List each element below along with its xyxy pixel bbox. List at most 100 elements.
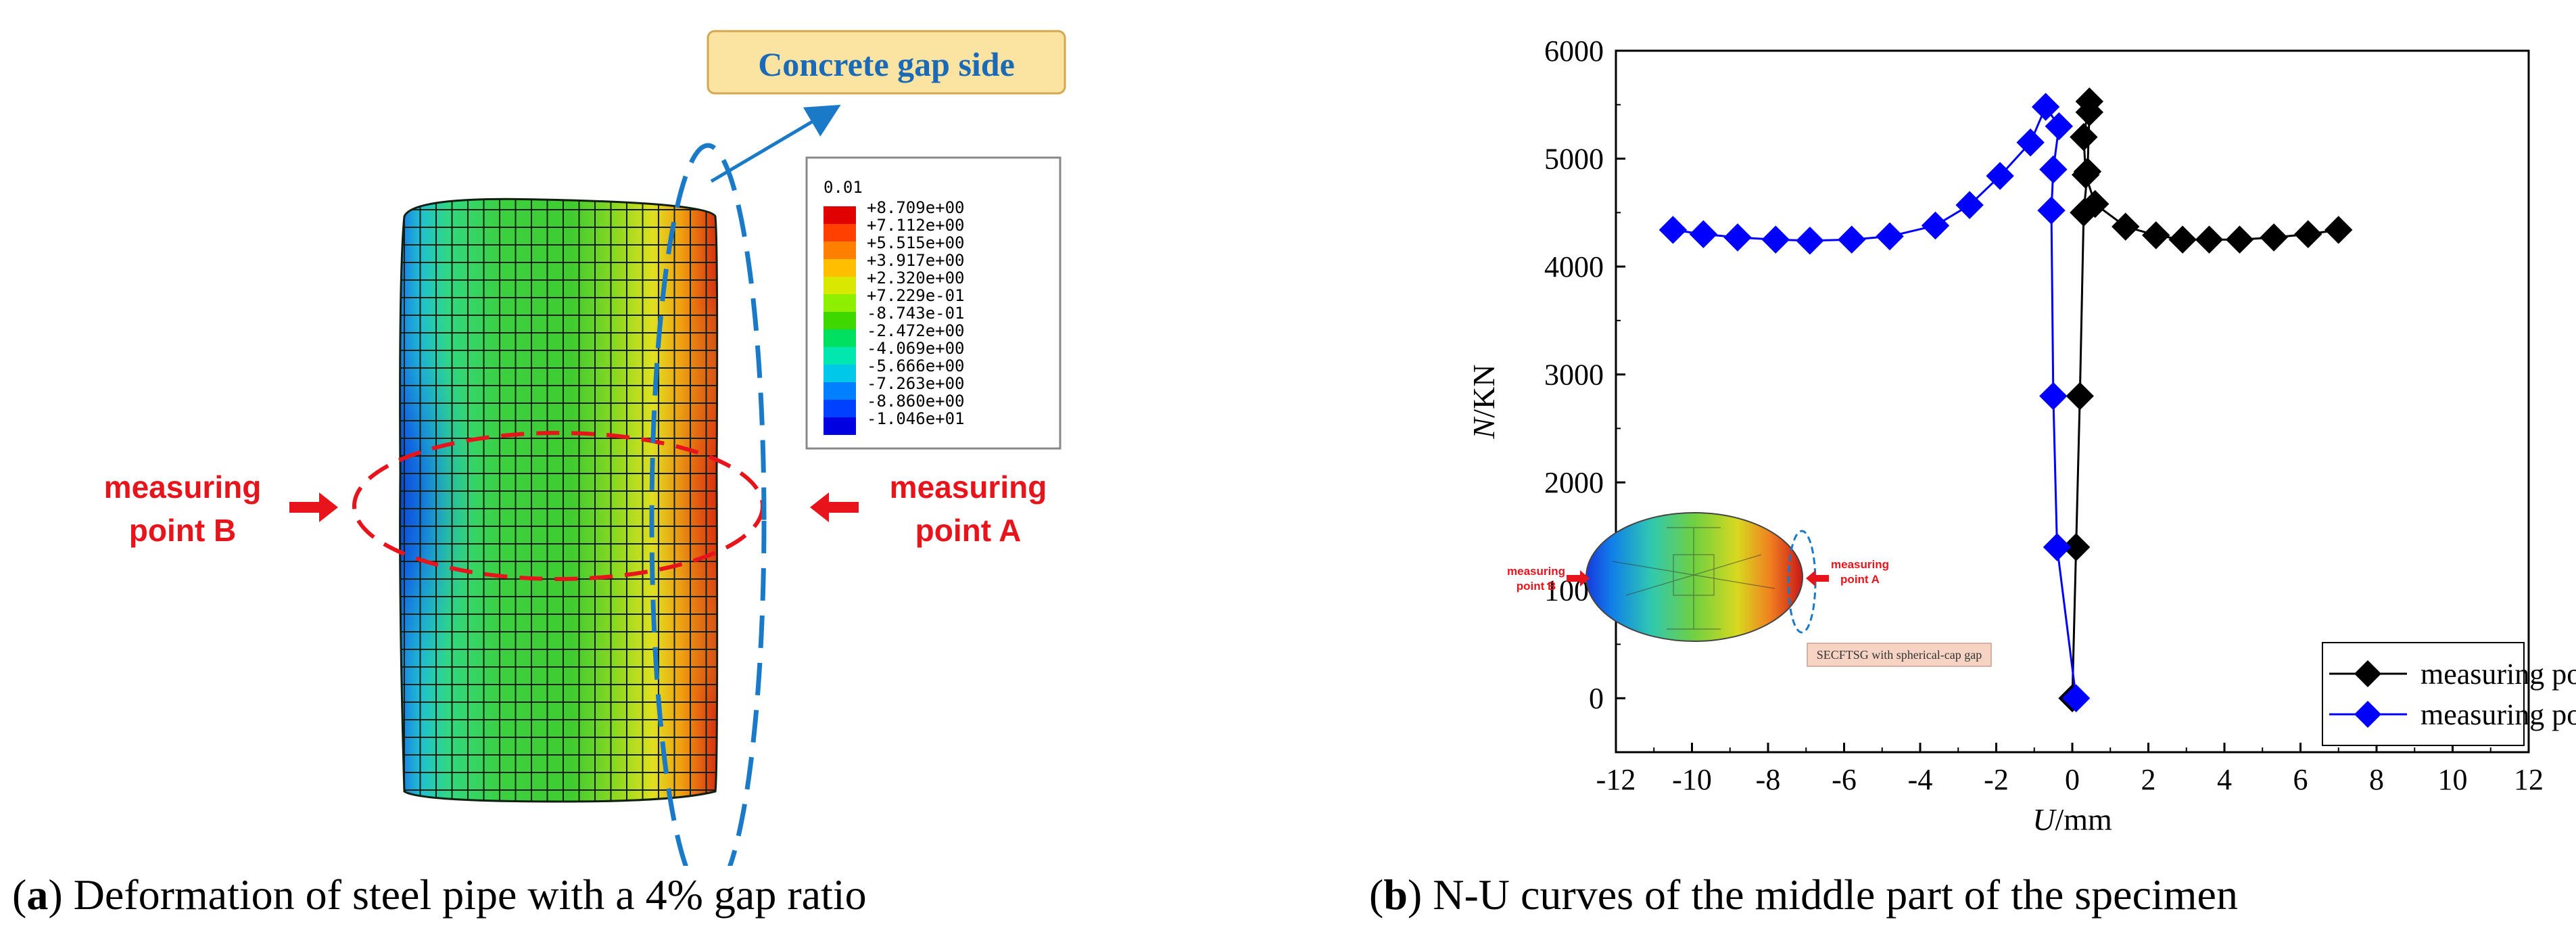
data-point <box>2061 533 2091 561</box>
y-tick-label: 0 <box>1589 682 1604 715</box>
inset-label-a-1: measuring <box>1831 558 1889 571</box>
data-point <box>2045 112 2074 141</box>
x-tick-label: 8 <box>2369 763 2384 796</box>
x-tick-label: -2 <box>1984 763 2009 796</box>
steel-pipe-cylinder <box>400 199 717 802</box>
data-point <box>2016 128 2045 157</box>
x-tick-label: 2 <box>2141 763 2156 796</box>
label-point-a-line1: measuring <box>890 469 1047 505</box>
caption-b-text: ) N-U curves of the middle part of the s… <box>1407 871 2238 919</box>
chart-legend: measuring point A measuring point B <box>2322 642 2576 746</box>
callout-label: Concrete gap side <box>758 45 1015 83</box>
x-tick-label: -12 <box>1596 763 1636 796</box>
legend-value: +7.112e+00 <box>867 216 965 235</box>
legend-swatch <box>824 259 856 277</box>
arrow-point-a <box>810 492 859 522</box>
x-tick-label: -8 <box>1756 763 1781 796</box>
y-tick-label: 2000 <box>1544 466 1604 499</box>
x-tick-label: 10 <box>2438 763 2468 796</box>
legend-swatch <box>824 417 856 435</box>
inset-label-b-2: point B <box>1517 580 1556 593</box>
legend-swatch <box>824 241 856 259</box>
callout-arrow <box>710 104 841 183</box>
legend-value: +2.320e+00 <box>867 269 965 287</box>
legend-marker <box>2354 701 2381 728</box>
x-axis-label: U/mm <box>2032 802 2112 837</box>
caption-a-letter: a <box>26 871 49 919</box>
data-point <box>2075 87 2104 116</box>
legend-swatch <box>824 312 856 329</box>
inset-cross-section <box>1585 512 1803 642</box>
legend-swatch <box>824 206 856 224</box>
data-point <box>2071 160 2100 189</box>
data-point <box>1659 216 1688 244</box>
arrow-point-b <box>289 492 338 522</box>
inset-label-b-1: measuring <box>1507 565 1565 578</box>
inset-caption: SECFTSG with spherical-cap gap <box>1817 648 1982 662</box>
inset-arrow-a <box>1806 570 1829 586</box>
legend-value: -2.472e+00 <box>867 321 965 340</box>
legend-value: +8.709e+00 <box>867 198 965 217</box>
data-point <box>2260 223 2288 252</box>
data-point <box>2070 122 2098 152</box>
y-tick-label: 3000 <box>1544 359 1604 392</box>
fea-contour-figure: Concrete gap side measuring point B meas… <box>104 30 1066 899</box>
legend-swatch <box>824 329 856 347</box>
data-point <box>2112 212 2140 241</box>
x-tick-label: -10 <box>1672 763 1712 796</box>
legend-swatch <box>824 382 856 400</box>
data-point <box>1761 225 1790 254</box>
data-point <box>2031 93 2060 121</box>
caption-a-text: ) Deformation of steel pipe with a 4% ga… <box>48 871 867 919</box>
data-point <box>1955 191 1984 219</box>
legend-swatch <box>824 400 856 417</box>
data-point <box>2061 684 2091 712</box>
caption-b: (b) N-U curves of the middle part of the… <box>1369 871 2238 919</box>
data-point <box>2039 155 2068 184</box>
data-point <box>2294 220 2322 248</box>
data-point <box>2324 216 2353 244</box>
y-tick-label: 6000 <box>1544 34 1604 68</box>
caption-b-letter: b <box>1383 871 1408 919</box>
inset-arrow-b <box>1567 570 1590 586</box>
y-axis-label: N/KN <box>1466 365 1501 440</box>
legend-value: +3.917e+00 <box>867 251 965 270</box>
legend-value: -1.046e+01 <box>867 409 965 428</box>
x-tick-label: 6 <box>2293 763 2308 796</box>
legend-value: +7.229e-01 <box>867 286 965 305</box>
nu-chart: -12 -10 -8 -6 -4 -2 0 2 4 6 8 10 1201000200030004000… <box>1466 34 2576 837</box>
x-tick-label: 12 <box>2514 763 2544 796</box>
inset-caption-box <box>1807 643 1992 667</box>
data-point <box>2225 225 2254 254</box>
data-point <box>2066 382 2094 411</box>
legend-swatch <box>824 347 856 365</box>
panel-a-deformation: Concrete gap side measuring point B meas… <box>12 30 1066 919</box>
data-point <box>2195 225 2224 254</box>
legend-value: -8.743e-01 <box>867 304 965 323</box>
inset-hatching <box>1612 527 1775 630</box>
data-point <box>1723 223 1752 252</box>
legend-value: -4.069e+00 <box>867 339 965 358</box>
inset-label-a-2: point A <box>1840 573 1880 586</box>
legend-label: measuring point B <box>2420 698 2576 731</box>
label-point-b-line2: point B <box>129 513 236 548</box>
data-point <box>1838 225 1866 254</box>
legend-value: -8.860e+00 <box>867 392 965 411</box>
callout-box: Concrete gap side <box>707 30 1066 95</box>
contour-legend: 0.01 +8.709e+00+7.112e+00+5.515e+00+3.91… <box>805 156 1062 450</box>
x-tick-label: 4 <box>2217 763 2232 796</box>
legend-value: -5.666e+00 <box>867 356 965 375</box>
y-tick-label: 5000 <box>1544 143 1604 176</box>
legend-swatch <box>824 365 856 382</box>
legend-box <box>2322 642 2525 746</box>
data-point <box>2168 225 2197 254</box>
x-tick-label: -4 <box>1908 763 1933 796</box>
panel-b-nu-curves: -12 -10 -8 -6 -4 -2 0 2 4 6 8 10 12 0 1000 2000 3000 4000… <box>1288 0 2576 947</box>
legend-swatch <box>824 294 856 312</box>
x-tick-label: -6 <box>1832 763 1857 796</box>
data-point <box>1876 222 1904 251</box>
chart-axes: -12 -10 -8 -6 -4 -2 0 2 4 6 8 10 1201000200030004000… <box>1466 34 2544 837</box>
caption-a: (a) Deformation of steel pipe with a 4% … <box>12 871 867 919</box>
legend-label: measuring point A <box>2420 657 2576 691</box>
data-point <box>2043 533 2072 561</box>
